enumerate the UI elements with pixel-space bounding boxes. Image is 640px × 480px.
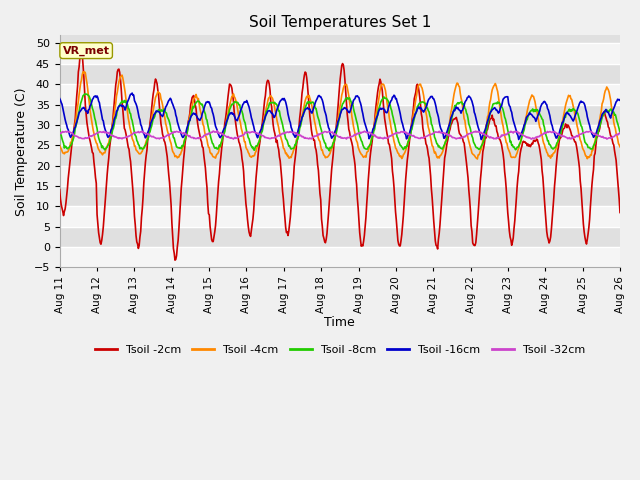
Tsoil -2cm: [171, 257, 179, 263]
Tsoil -32cm: [409, 133, 417, 139]
Tsoil -16cm: [128, 90, 136, 96]
Line: Tsoil -8cm: Tsoil -8cm: [60, 94, 620, 151]
Tsoil -2cm: [410, 105, 417, 110]
Tsoil -32cm: [425, 132, 433, 138]
Tsoil -32cm: [56, 131, 63, 136]
Line: Tsoil -16cm: Tsoil -16cm: [60, 93, 620, 140]
Tsoil -16cm: [56, 96, 63, 101]
Line: Tsoil -4cm: Tsoil -4cm: [60, 72, 620, 159]
Tsoil -16cm: [124, 99, 131, 105]
Tsoil -8cm: [326, 148, 333, 154]
Tsoil -4cm: [81, 69, 88, 75]
Tsoil -4cm: [425, 127, 433, 132]
Bar: [60, 84, 620, 105]
Y-axis label: Soil Temperature (C): Soil Temperature (C): [15, 87, 28, 216]
Tsoil -32cm: [66, 129, 74, 135]
Tsoil -4cm: [56, 143, 63, 148]
Tsoil -4cm: [211, 155, 219, 160]
Tsoil -16cm: [477, 137, 485, 143]
Text: VR_met: VR_met: [63, 46, 109, 56]
Tsoil -16cm: [181, 131, 189, 136]
Tsoil -32cm: [124, 134, 131, 140]
Tsoil -16cm: [66, 132, 74, 138]
X-axis label: Time: Time: [324, 316, 355, 329]
Tsoil -8cm: [426, 113, 434, 119]
Tsoil -4cm: [409, 116, 417, 122]
Tsoil -2cm: [616, 210, 624, 216]
Bar: [60, 206, 620, 227]
Tsoil -16cm: [616, 97, 624, 103]
Tsoil -8cm: [56, 126, 63, 132]
Tsoil -2cm: [426, 164, 434, 170]
Tsoil -8cm: [410, 119, 417, 125]
Tsoil -4cm: [66, 145, 74, 151]
Tsoil -8cm: [211, 145, 219, 151]
Tsoil -32cm: [616, 130, 624, 135]
Tsoil -8cm: [124, 106, 132, 111]
Tsoil -2cm: [56, 187, 63, 192]
Tsoil -8cm: [181, 136, 189, 142]
Tsoil -4cm: [181, 136, 189, 142]
Line: Tsoil -2cm: Tsoil -2cm: [60, 50, 620, 260]
Tsoil -32cm: [213, 128, 221, 133]
Tsoil -16cm: [211, 120, 219, 125]
Tsoil -2cm: [124, 144, 132, 150]
Tsoil -2cm: [182, 135, 189, 141]
Bar: [60, 166, 620, 186]
Tsoil -16cm: [425, 96, 433, 102]
Legend: Tsoil -2cm, Tsoil -4cm, Tsoil -8cm, Tsoil -16cm, Tsoil -32cm: Tsoil -2cm, Tsoil -4cm, Tsoil -8cm, Tsoi…: [90, 340, 589, 359]
Tsoil -2cm: [66, 161, 74, 167]
Bar: [60, 44, 620, 64]
Tsoil -8cm: [81, 91, 88, 97]
Title: Soil Temperatures Set 1: Soil Temperatures Set 1: [248, 15, 431, 30]
Tsoil -32cm: [180, 131, 188, 137]
Tsoil -32cm: [210, 129, 218, 134]
Tsoil -4cm: [616, 144, 624, 150]
Tsoil -2cm: [212, 223, 220, 228]
Bar: [60, 247, 620, 267]
Tsoil -4cm: [474, 156, 481, 162]
Tsoil -8cm: [616, 130, 624, 136]
Bar: [60, 125, 620, 145]
Tsoil -16cm: [409, 119, 417, 124]
Tsoil -8cm: [66, 144, 74, 149]
Line: Tsoil -32cm: Tsoil -32cm: [60, 131, 620, 139]
Tsoil -2cm: [77, 47, 85, 53]
Tsoil -32cm: [527, 136, 535, 142]
Tsoil -4cm: [124, 115, 132, 121]
